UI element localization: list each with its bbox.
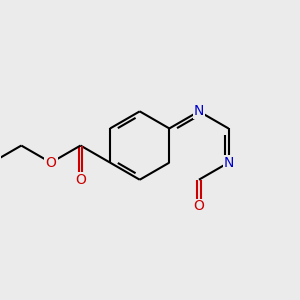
Text: O: O [194,200,204,214]
Bar [44,157,58,169]
Bar [193,104,205,119]
Text: N: N [194,104,204,118]
Bar [74,172,87,187]
Text: O: O [46,156,56,170]
Text: O: O [75,173,86,187]
Text: N: N [223,156,234,170]
Bar [223,155,235,170]
Bar [192,199,206,214]
